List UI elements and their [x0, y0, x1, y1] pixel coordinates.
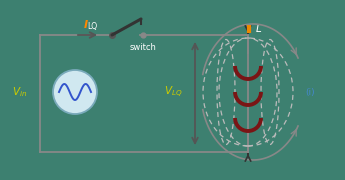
Text: (i): (i): [305, 87, 315, 96]
Text: $V_{LQ}$: $V_{LQ}$: [164, 84, 182, 100]
Text: $V_{in}$: $V_{in}$: [12, 85, 28, 99]
Text: LQ: LQ: [87, 22, 97, 31]
Text: I: I: [84, 20, 88, 30]
Text: L: L: [256, 24, 262, 34]
Circle shape: [53, 70, 97, 114]
Text: switch: switch: [130, 43, 156, 52]
